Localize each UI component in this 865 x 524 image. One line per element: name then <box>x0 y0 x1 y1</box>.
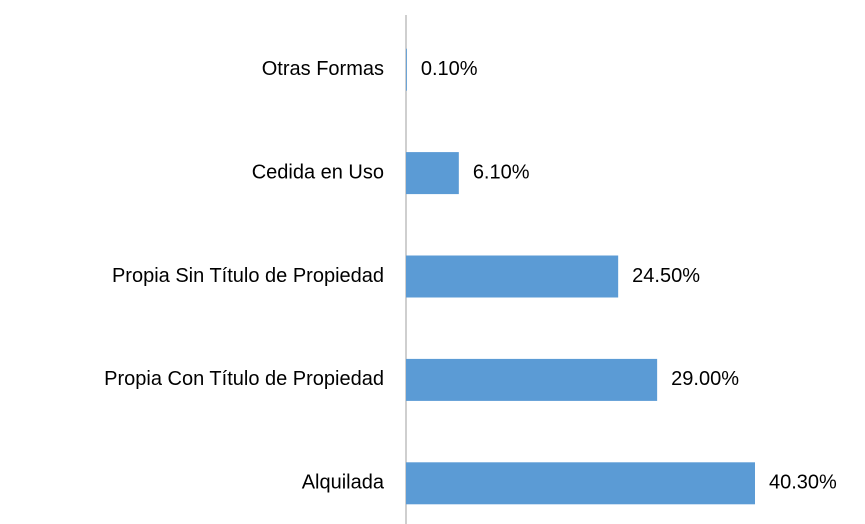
category-label: Propia Sin Título de Propiedad <box>112 265 384 287</box>
value-label: 29.00% <box>671 368 739 390</box>
bar <box>406 255 619 298</box>
category-label: Otras Formas <box>262 58 384 80</box>
value-label: 0.10% <box>421 58 478 80</box>
bar <box>406 358 658 401</box>
value-label: 40.30% <box>769 472 837 494</box>
value-label: 24.50% <box>632 265 700 287</box>
bar <box>406 152 459 195</box>
bar <box>406 48 407 91</box>
value-label: 6.10% <box>473 161 530 183</box>
category-label: Propia Con Título de Propiedad <box>104 368 384 390</box>
category-label: Cedida en Uso <box>252 161 384 183</box>
category-label: Alquilada <box>302 472 385 494</box>
bar <box>406 462 755 505</box>
